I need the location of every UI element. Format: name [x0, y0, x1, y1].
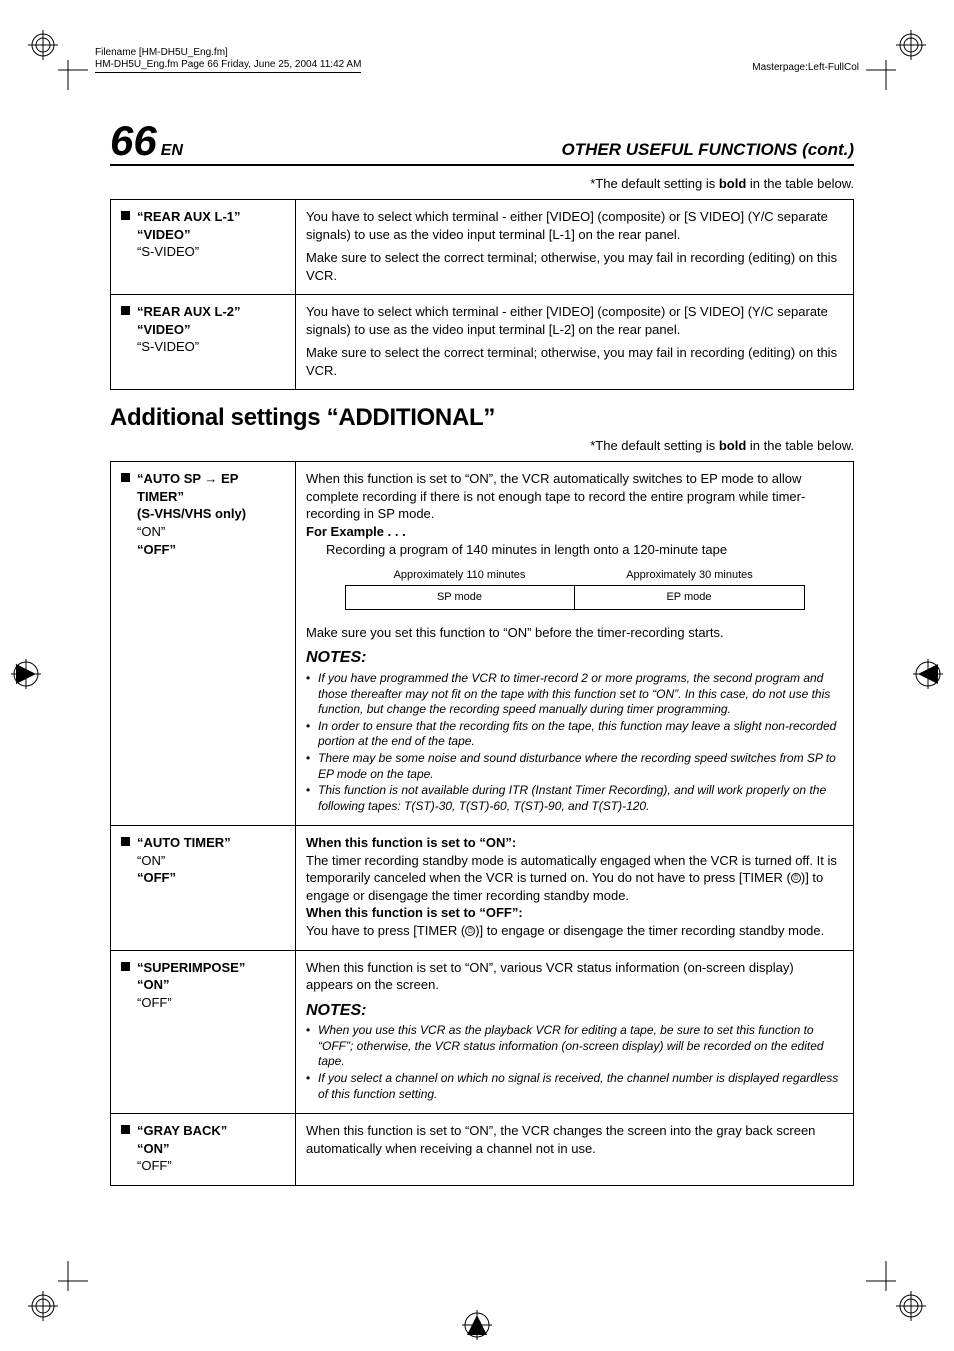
page-content: 66EN OTHER USEFUL FUNCTIONS (cont.) *The…: [110, 120, 854, 1231]
default-note-additional: *The default setting is bold in the tabl…: [110, 438, 854, 453]
default-note-suffix: in the table below.: [746, 438, 854, 453]
crop-mark-bottom-right: [866, 1261, 926, 1321]
default-note-top: *The default setting is bold in the tabl…: [110, 176, 854, 191]
bullet-icon: [121, 837, 130, 846]
table-row: “SUPERIMPOSE” “ON” “OFF” When this funct…: [111, 950, 854, 1114]
setting-value: “ON”: [137, 852, 231, 870]
bullet-icon: [121, 1125, 130, 1134]
additional-settings-table: “AUTO SP → EP TIMER” (S-VHS/VHS only) “O…: [110, 461, 854, 1185]
setting-desc-para: When this function is set to “ON”, the V…: [306, 470, 843, 523]
on-text: The timer recording standby mode is auto…: [306, 852, 843, 905]
on-text-a: The timer recording standby mode is auto…: [306, 853, 837, 886]
on-heading: When this function is set to “ON”:: [306, 835, 516, 850]
notes-list: If you have programmed the VCR to timer-…: [306, 671, 843, 814]
table-row: “AUTO SP → EP TIMER” (S-VHS/VHS only) “O…: [111, 462, 854, 826]
setting-value: “S-VIDEO”: [137, 338, 241, 356]
setting-desc-para: When this function is set to “ON”, vario…: [306, 959, 843, 994]
setting-value: “S-VIDEO”: [137, 243, 241, 261]
setting-desc-para: Make sure to select the correct terminal…: [306, 249, 843, 284]
filename-line: Filename [HM-DH5U_Eng.fm]: [95, 47, 361, 59]
masterpage-label: Masterpage:Left-FullCol: [752, 62, 859, 73]
notes-heading: NOTES:: [306, 1000, 843, 1022]
diagram-cell-sp: SP mode: [346, 586, 575, 609]
page-number-en: EN: [161, 142, 183, 159]
notes-heading: NOTES:: [306, 647, 843, 669]
setting-value-bold: “OFF”: [137, 541, 285, 559]
off-text-b: )] to engage or disengage the timer reco…: [475, 923, 824, 938]
default-note-bold: bold: [719, 438, 746, 453]
bullet-icon: [121, 211, 130, 220]
aux-settings-table: “REAR AUX L-1” “VIDEO” “S-VIDEO” You hav…: [110, 199, 854, 390]
crop-mark-mid-right: [908, 654, 948, 694]
setting-value-bold: “VIDEO”: [137, 321, 241, 339]
setting-value: “OFF”: [137, 994, 245, 1012]
setting-desc-para: You have to select which terminal - eith…: [306, 303, 843, 338]
crop-mark-mid-left: [6, 654, 46, 694]
setting-desc-para: When this function is set to “ON”, the V…: [306, 1122, 843, 1157]
for-example-text: Recording a program of 140 minutes in le…: [326, 541, 843, 559]
setting-label: “REAR AUX L-2”: [137, 303, 241, 321]
default-note-suffix: in the table below.: [746, 176, 854, 191]
setting-label: “AUTO TIMER”: [137, 834, 231, 852]
bullet-icon: [121, 962, 130, 971]
page-number-block: 66EN: [110, 120, 183, 162]
additional-heading: Additional settings “ADDITIONAL”: [110, 404, 854, 432]
for-example-bold: For Example . . .: [306, 524, 406, 539]
crop-mark-mid-bottom: [457, 1305, 497, 1345]
table-row: “AUTO TIMER” “ON” “OFF” When this functi…: [111, 826, 854, 950]
setting-value-bold: “OFF”: [137, 869, 231, 887]
file-meta: Filename [HM-DH5U_Eng.fm] HM-DH5U_Eng.fm…: [95, 47, 361, 73]
page-header: 66EN OTHER USEFUL FUNCTIONS (cont.): [110, 120, 854, 166]
diagram-cell-ep: EP mode: [575, 586, 804, 609]
timer-icon: ⏱: [791, 873, 801, 883]
setting-value: “OFF”: [137, 1157, 227, 1175]
make-sure-text: Make sure you set this function to “ON” …: [306, 624, 843, 642]
setting-desc-para: You have to select which terminal - eith…: [306, 208, 843, 243]
setting-label: “GRAY BACK”: [137, 1122, 227, 1140]
crop-mark-top-right: [866, 30, 926, 90]
table-row: “REAR AUX L-1” “VIDEO” “S-VIDEO” You hav…: [111, 200, 854, 295]
note-item: If you select a channel on which no sign…: [306, 1071, 843, 1102]
setting-label: “AUTO SP → EP TIMER”: [137, 470, 285, 505]
crop-mark-top-left: [28, 30, 88, 90]
diagram-header-1: Approximately 110 minutes: [345, 568, 575, 583]
section-title: OTHER USEFUL FUNCTIONS (cont.): [562, 140, 854, 160]
default-note-bold: bold: [719, 176, 746, 191]
for-example-label: For Example . . .: [306, 523, 843, 541]
crop-mark-bottom-left: [28, 1261, 88, 1321]
setting-desc-para: Make sure to select the correct terminal…: [306, 344, 843, 379]
table-row: “REAR AUX L-2” “VIDEO” “S-VIDEO” You hav…: [111, 295, 854, 390]
note-item: If you have programmed the VCR to timer-…: [306, 671, 843, 718]
off-text-a: You have to press [TIMER (: [306, 923, 465, 938]
page-number: 66: [110, 117, 157, 164]
notes-list: When you use this VCR as the playback VC…: [306, 1023, 843, 1102]
setting-label: “REAR AUX L-1”: [137, 208, 241, 226]
table-row: “GRAY BACK” “ON” “OFF” When this functio…: [111, 1114, 854, 1186]
setting-value: “ON”: [137, 523, 285, 541]
default-note-prefix: *The default setting is: [590, 176, 719, 191]
note-item: This function is not available during IT…: [306, 783, 843, 814]
note-item: There may be some noise and sound distur…: [306, 751, 843, 782]
off-heading: When this function is set to “OFF”:: [306, 905, 523, 920]
setting-value-bold: “ON”: [137, 976, 245, 994]
mode-diagram: Approximately 110 minutes Approximately …: [345, 568, 805, 610]
setting-value-bold: “ON”: [137, 1140, 227, 1158]
note-item: When you use this VCR as the playback VC…: [306, 1023, 843, 1070]
page-stamp: HM-DH5U_Eng.fm Page 66 Friday, June 25, …: [95, 59, 361, 73]
setting-label: “SUPERIMPOSE”: [137, 959, 245, 977]
bullet-icon: [121, 306, 130, 315]
setting-value-bold: “VIDEO”: [137, 226, 241, 244]
setting-label-sub: (S-VHS/VHS only): [137, 505, 285, 523]
note-item: In order to ensure that the recording fi…: [306, 719, 843, 750]
default-note-prefix: *The default setting is: [590, 438, 719, 453]
diagram-header-2: Approximately 30 minutes: [575, 568, 805, 583]
off-text: You have to press [TIMER (⏱)] to engage …: [306, 922, 843, 940]
bullet-icon: [121, 473, 130, 482]
timer-icon: ⏱: [465, 926, 475, 936]
